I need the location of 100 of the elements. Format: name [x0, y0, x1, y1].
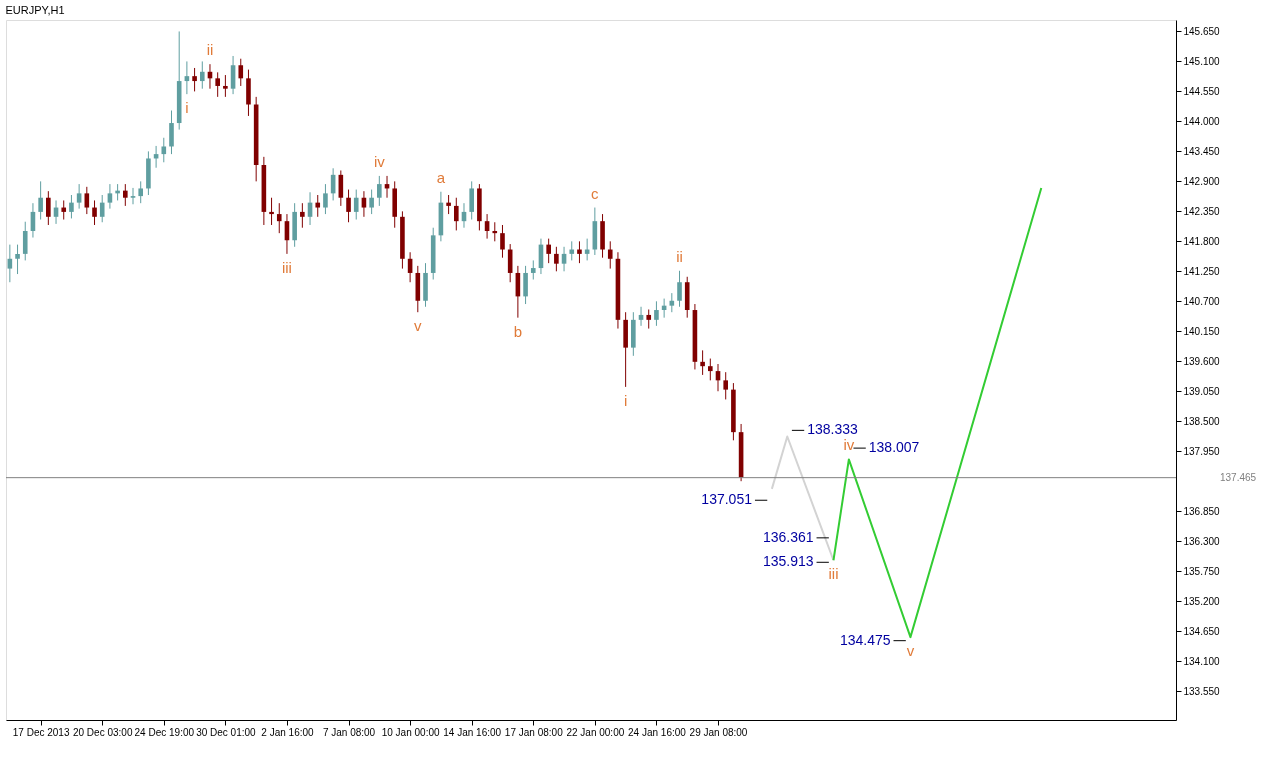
x-tick-label: 10 Jan 00:00 — [381, 726, 440, 738]
candlestick — [500, 224, 505, 259]
y-tick-label: 145.650 — [1183, 25, 1221, 37]
ref-line-label: 138.007 — [868, 439, 920, 456]
annotation: ii — [676, 247, 683, 265]
annotation: iv — [843, 436, 855, 454]
candlestick — [315, 194, 321, 218]
x-tick-label: 24 Jan 16:00 — [628, 726, 687, 738]
x-tick-label: 24 Dec 19:00 — [134, 726, 195, 738]
ref-line-label: 137.465 — [1220, 471, 1257, 483]
ref-line-label: 137.051 — [701, 491, 753, 508]
candlestick — [546, 238, 551, 264]
x-tick-label: 17 Jan 08:00 — [504, 726, 564, 738]
candlestick — [269, 197, 274, 226]
candlestick — [84, 186, 90, 215]
candlestick — [530, 259, 536, 280]
candlestick — [107, 183, 113, 210]
candlestick — [123, 183, 128, 207]
ref-line-label: 138.333 — [807, 421, 859, 438]
y-tick-label: 141.250 — [1183, 265, 1221, 277]
candlestick — [22, 221, 28, 261]
annotation: i — [185, 99, 189, 117]
candlestick — [492, 221, 498, 242]
candlestick — [353, 189, 359, 221]
y-tick-label: 140.150 — [1183, 325, 1221, 337]
candlestick — [130, 187, 136, 205]
x-tick-label: 30 Dec 01:00 — [196, 726, 257, 738]
y-tick-label: 143.450 — [1183, 145, 1221, 157]
y-tick-label: 133.550 — [1183, 685, 1221, 697]
y-tick-label: 142.900 — [1183, 175, 1221, 187]
candlestick — [15, 244, 20, 275]
candlestick — [377, 175, 382, 207]
y-tick-label: 136.850 — [1183, 505, 1221, 517]
candlestick — [446, 194, 451, 215]
candlestick — [92, 199, 97, 226]
candlestick — [46, 190, 51, 226]
y-tick-label: 139.050 — [1183, 385, 1221, 397]
candlestick — [69, 194, 74, 219]
y-tick-label: 144.000 — [1183, 115, 1221, 127]
candlestick — [369, 189, 374, 215]
candlestick — [300, 202, 305, 229]
annotation: b — [513, 322, 523, 340]
candlestick — [523, 265, 528, 305]
candlestick — [99, 194, 105, 223]
candlestick — [677, 270, 682, 308]
y-tick-label: 144.550 — [1183, 85, 1221, 97]
annotation: v — [906, 642, 915, 660]
y-tick-label: 145.100 — [1183, 55, 1221, 67]
candlestick — [346, 189, 351, 223]
annotation: c — [591, 184, 600, 202]
annotation: iv — [373, 152, 386, 170]
annotation: a — [436, 168, 446, 186]
candlestick — [238, 58, 244, 87]
candlestick — [569, 240, 575, 261]
x-tick-label: 22 Jan 00:00 — [566, 726, 625, 738]
ref-line-label: 136.361 — [762, 528, 814, 545]
candlestick — [453, 197, 459, 231]
annotation: iii — [281, 258, 292, 276]
candlestick — [192, 67, 197, 92]
candlestick — [61, 199, 67, 221]
y-tick-label: 141.800 — [1183, 235, 1221, 247]
candlestick — [76, 183, 82, 210]
y-tick-label: 137.950 — [1183, 445, 1221, 457]
candlestick — [276, 202, 282, 234]
annotation: i — [623, 391, 628, 409]
annotation: iii — [828, 565, 839, 583]
candlestick — [607, 240, 613, 270]
annotation: ii — [206, 41, 214, 59]
x-tick-label: 20 Dec 03:00 — [72, 726, 133, 738]
y-tick-label: 134.650 — [1183, 625, 1221, 637]
y-tick-label: 135.200 — [1183, 595, 1221, 607]
x-tick-label: 29 Jan 08:00 — [689, 726, 748, 738]
x-tick-label: 2 Jan 16:00 — [261, 726, 315, 738]
y-tick-label: 138.500 — [1183, 415, 1221, 427]
ref-line-label: 134.475 — [839, 631, 891, 648]
candlestick — [323, 183, 328, 215]
y-tick-label: 142.350 — [1183, 205, 1221, 217]
y-tick-label: 140.700 — [1183, 295, 1221, 307]
candlestick — [577, 240, 582, 264]
candlestick — [469, 180, 474, 221]
y-tick-label: 136.300 — [1183, 535, 1221, 547]
y-tick-label: 134.100 — [1183, 655, 1221, 667]
candlestick — [708, 358, 713, 381]
candlestick — [169, 110, 174, 155]
x-tick-label: 7 Jan 08:00 — [322, 726, 376, 738]
candlestick — [654, 300, 659, 327]
ref-line-label: 135.913 — [762, 553, 814, 570]
x-tick-label: 17 Dec 2013 — [12, 726, 70, 738]
candlestick — [215, 71, 220, 98]
chart-title: EURJPY,H1 — [5, 4, 65, 16]
x-tick-label: 14 Jan 16:00 — [443, 726, 502, 738]
candlestick — [554, 246, 559, 272]
annotation: v — [414, 317, 423, 335]
candlestick — [723, 371, 729, 400]
candlestick — [700, 349, 705, 376]
candlestick — [38, 180, 43, 221]
candlestick — [161, 137, 167, 163]
y-tick-label: 135.750 — [1183, 565, 1221, 577]
candlestick — [138, 180, 144, 204]
candlestick — [223, 74, 228, 98]
